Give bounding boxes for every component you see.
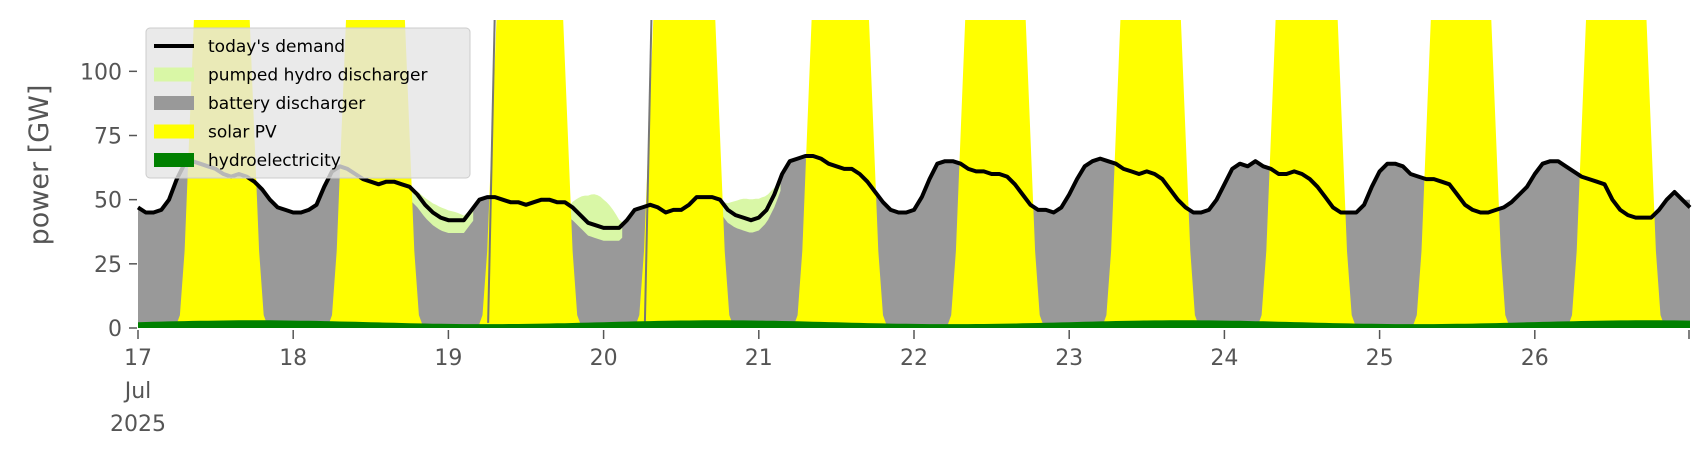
x-tick-label-17: 17: [124, 346, 152, 371]
legend-swatch-battery: [154, 96, 194, 110]
y-tick-label-0: 0: [108, 317, 122, 342]
x-tick-label-22: 22: [900, 346, 928, 371]
battery-edge-day-4: [643, 20, 653, 323]
x-tick-label-20: 20: [590, 346, 618, 371]
solar-area-day-3: [477, 20, 582, 328]
x-tick-sub-0: Jul: [123, 379, 152, 404]
y-tick-label-50: 50: [94, 189, 122, 214]
legend-label-battery: battery discharger: [208, 94, 365, 114]
legend-swatch-hydro: [154, 153, 194, 167]
legend-item-pumped_hydro: pumped hydro discharger: [154, 66, 427, 86]
x-tick-label-23: 23: [1055, 346, 1083, 371]
solar-area-day-10: [1567, 20, 1666, 328]
battery-edge-day-3: [487, 20, 496, 323]
y-tick-label-25: 25: [94, 253, 122, 278]
y-axis-title: power [GW]: [24, 85, 55, 246]
solar-area-day-8: [1257, 20, 1357, 328]
x-tick-label-21: 21: [745, 346, 773, 371]
legend-item-solar: solar PV: [154, 123, 277, 143]
demand-line: [136, 154, 1692, 230]
y-tick-label-100: 100: [80, 60, 122, 85]
legend-swatch-solar: [154, 124, 194, 139]
x-tick-label-18: 18: [279, 346, 307, 371]
solar-area-day-9: [1412, 20, 1510, 328]
legend-item-hydro: hydroelectricity: [154, 151, 341, 171]
legend-label-pumped_hydro: pumped hydro discharger: [208, 66, 427, 86]
x-tick-sub-1: 2025: [110, 412, 166, 437]
x-tick-label-26: 26: [1521, 346, 1549, 371]
legend-label-hydro: hydroelectricity: [208, 151, 341, 171]
x-tick-label-19: 19: [434, 346, 462, 371]
x-tick-label-25: 25: [1366, 346, 1394, 371]
legend-swatch-pumped_hydro: [154, 67, 194, 82]
legend-label-solar: solar PV: [208, 123, 277, 143]
legend-box: [145, 27, 471, 179]
solar-area-day-5: [792, 20, 888, 328]
legend-label-demand: today's demand: [208, 37, 345, 57]
pumped-hydro-area-day-4: [721, 178, 781, 233]
solar-area-day-4: [634, 20, 734, 328]
legend: today's demand pumped hydro discharger bat…: [145, 27, 471, 179]
axes: 0 25 50 75 100 17 18 19 20 21 22 23 24 25 26 Jul 2025: [80, 60, 1690, 437]
hydroelectricity-area: [138, 320, 1690, 328]
legend-item-battery: battery discharger: [154, 94, 365, 114]
y-tick-label-75: 75: [94, 125, 122, 150]
legend-item-demand: today's demand: [154, 37, 345, 57]
x-tick-label-24: 24: [1210, 346, 1238, 371]
